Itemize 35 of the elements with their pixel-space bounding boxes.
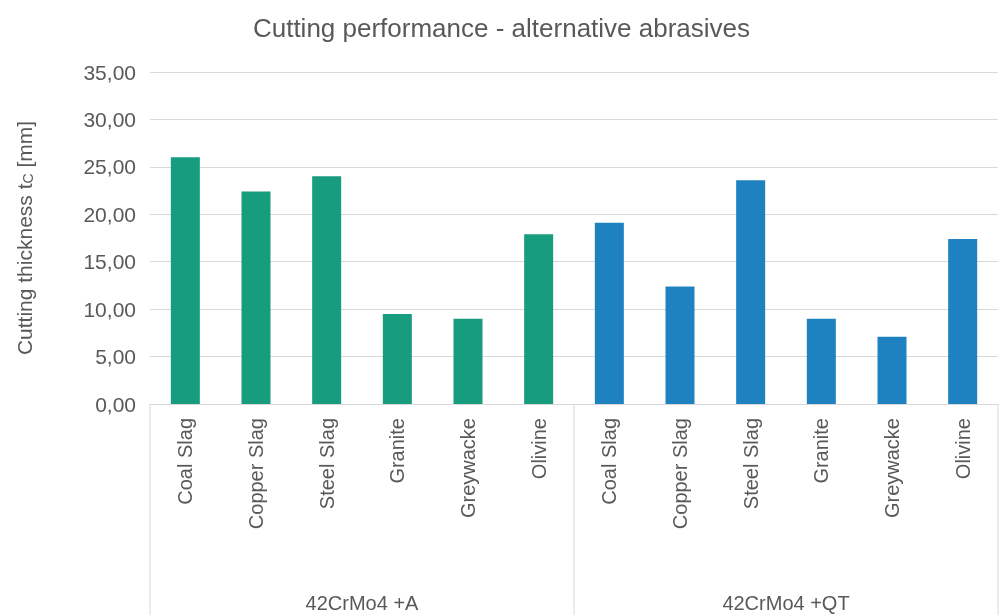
x-tick-label: Copper Slag [245,418,267,530]
x-tick-label: Copper Slag [669,418,691,530]
y-tick-label: 25,00 [83,155,136,179]
bar [382,313,412,404]
bar [241,191,271,404]
x-tick-label: Olivine [951,418,974,480]
x-tick-label: Greywacke [881,418,903,519]
text: 42CrMo4 +A [305,592,420,614]
y-tick-label: 0,00 [95,392,136,416]
bar [594,222,624,404]
y-tick-label: 35,00 [83,60,136,84]
x-tick-label: Greywacke [457,418,479,519]
text: 42CrMo4 +QT [722,592,850,614]
x-tick-label: Granite [386,418,409,484]
bar [312,176,342,404]
y-tick-label: 30,00 [83,107,136,131]
bar [524,234,554,404]
x-tick-label: Steel Slag [739,418,762,510]
x-tick-label: Steel Slag [315,418,338,510]
bar [170,157,200,404]
x-tick-label: Granite [810,418,833,484]
y-tick-label: 15,00 [83,250,136,274]
y-tick-label: 5,00 [95,345,136,369]
chart-title: Cutting performance - alternative abrasives [252,13,751,43]
y-tick-label: 20,00 [83,202,136,226]
bar [736,180,766,404]
y-tick-label: 10,00 [83,297,136,321]
bar [453,318,483,404]
bar [665,286,695,404]
bar [877,336,907,404]
x-tick-label: Olivine [527,418,550,480]
bar [948,238,978,404]
x-tick-label: Coal Slag [598,418,621,505]
x-tick-label: Coal Slag [174,418,197,505]
bar [806,318,836,404]
